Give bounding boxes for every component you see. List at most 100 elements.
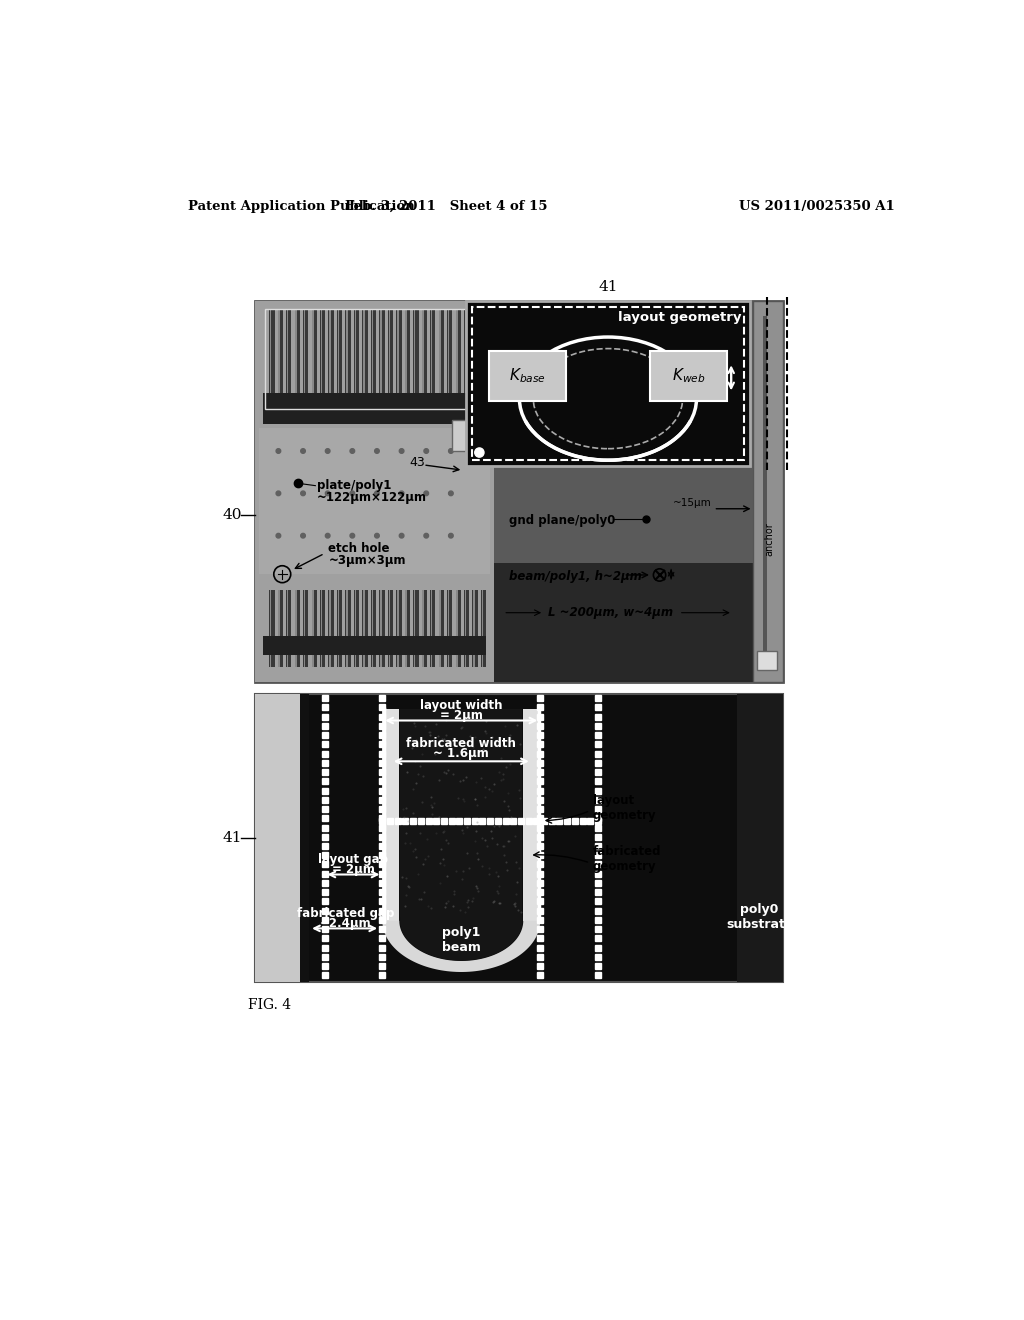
Circle shape [424, 491, 429, 496]
Bar [371, 590, 376, 667]
Circle shape [399, 449, 403, 453]
Bar [329, 590, 334, 667]
Bar [278, 309, 283, 412]
Bar [758, 651, 776, 671]
Bar [354, 309, 359, 412]
Bar [438, 309, 444, 412]
Text: poly0
substrate: poly0 substrate [726, 903, 794, 931]
Bar [523, 709, 541, 921]
Circle shape [449, 491, 454, 496]
Bar [464, 590, 469, 667]
Bar [380, 309, 382, 412]
Bar [330, 590, 331, 667]
Bar [465, 309, 466, 412]
Bar [321, 590, 323, 667]
Bar [465, 590, 466, 667]
Bar [295, 309, 300, 412]
Bar [286, 309, 292, 412]
Bar [311, 309, 316, 412]
Bar [346, 590, 348, 667]
Bar [404, 309, 410, 412]
Text: beam/poly1, h~2μm: beam/poly1, h~2μm [509, 570, 642, 583]
Polygon shape [400, 917, 522, 961]
Bar [396, 590, 401, 667]
Bar [263, 636, 486, 655]
Bar [464, 309, 469, 412]
Text: L ~200μm, w~4μm: L ~200μm, w~4μm [548, 606, 673, 619]
Text: ~3μm×3μm: ~3μm×3μm [329, 554, 406, 566]
Bar [278, 590, 283, 667]
Bar [457, 309, 458, 412]
Bar [362, 590, 368, 667]
Bar [430, 590, 435, 667]
Bar [481, 590, 486, 667]
Bar [472, 308, 744, 461]
Bar [379, 590, 385, 667]
Bar [422, 590, 424, 667]
Bar [494, 562, 754, 682]
Bar [303, 590, 308, 667]
Bar [338, 309, 339, 412]
Bar [270, 309, 271, 412]
Bar [466, 301, 751, 466]
Circle shape [449, 533, 454, 539]
Bar [473, 309, 475, 412]
Text: layout
geometry: layout geometry [593, 793, 656, 821]
Text: layout geometry: layout geometry [617, 312, 741, 325]
Bar [329, 309, 334, 412]
Text: = 2μm: = 2μm [440, 709, 482, 722]
Circle shape [375, 533, 379, 539]
Bar [372, 590, 373, 667]
Bar [438, 590, 444, 667]
Text: plate/poly1: plate/poly1 [316, 479, 391, 492]
Text: 41: 41 [222, 830, 242, 845]
Circle shape [276, 491, 281, 496]
Bar [279, 309, 280, 412]
Bar [259, 428, 490, 574]
Text: ~2.4μm: ~2.4μm [319, 916, 372, 929]
Bar [346, 309, 348, 412]
Bar [295, 590, 300, 667]
Text: $K_{base}$: $K_{base}$ [509, 367, 546, 385]
Bar [279, 590, 280, 667]
Bar [338, 590, 339, 667]
Bar [400, 709, 522, 917]
Bar [270, 590, 271, 667]
Bar [447, 309, 450, 412]
Bar [379, 309, 385, 412]
Text: Feb. 3, 2011   Sheet 4 of 15: Feb. 3, 2011 Sheet 4 of 15 [345, 199, 548, 213]
Circle shape [326, 449, 330, 453]
Bar [473, 590, 475, 667]
Bar [345, 590, 351, 667]
Bar [447, 590, 453, 667]
Text: $K_{web}$: $K_{web}$ [672, 367, 706, 385]
Text: FIG. 4: FIG. 4 [248, 998, 291, 1012]
Bar [255, 693, 782, 982]
Bar [330, 309, 331, 412]
Bar [255, 693, 300, 982]
Bar [452, 420, 478, 451]
Bar [388, 309, 390, 412]
Bar [431, 309, 432, 412]
Bar [382, 709, 399, 921]
Bar [362, 309, 368, 412]
Bar [354, 590, 359, 667]
Bar [431, 590, 432, 667]
Bar [255, 301, 494, 682]
Bar [488, 351, 565, 401]
Bar [269, 590, 274, 667]
Bar [364, 590, 365, 667]
Bar [311, 590, 316, 667]
Circle shape [301, 533, 305, 539]
Bar [321, 309, 323, 412]
Text: anchor: anchor [764, 523, 774, 557]
Bar [413, 309, 419, 412]
Bar [312, 309, 313, 412]
Bar [414, 590, 416, 667]
Bar [345, 309, 351, 412]
Bar [481, 590, 483, 667]
Bar [439, 309, 441, 412]
Bar [472, 309, 478, 412]
Bar [372, 309, 373, 412]
Text: ~122μm×122μm: ~122μm×122μm [316, 491, 427, 504]
